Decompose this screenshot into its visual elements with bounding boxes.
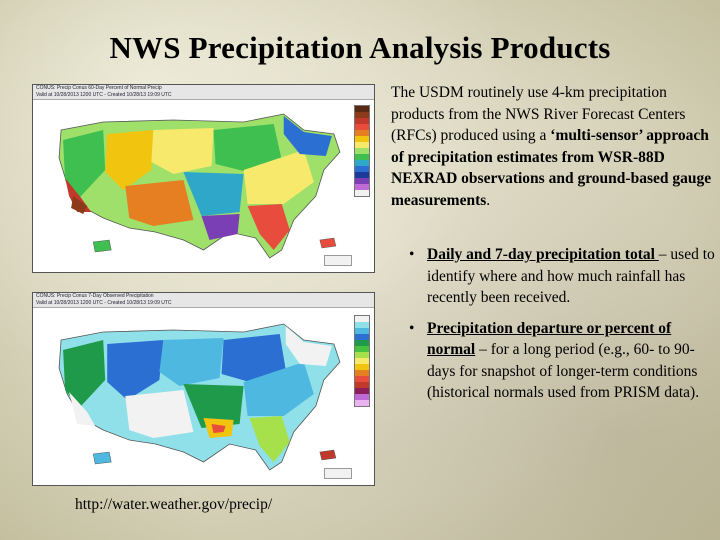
bullet-heading: Precipitation departure or percent of no… <box>427 319 672 359</box>
intro-paragraph: The USDM routinely use 4-km precipitatio… <box>391 82 716 211</box>
intro-end: . <box>486 191 491 209</box>
legend-swatch <box>355 358 369 364</box>
legend-swatch <box>355 346 369 352</box>
bullet-text: – for a long period (e.g., 60- to 90- da… <box>427 341 700 401</box>
legend-swatch <box>355 364 369 370</box>
map-legend <box>354 105 370 197</box>
legend-swatch <box>355 340 369 346</box>
legend-swatch <box>355 370 369 376</box>
map-header: CONUS: Precip Conus 60-Day Percent of No… <box>33 85 374 100</box>
nws-logo <box>324 468 352 479</box>
percent-of-normal-map: CONUS: Precip Conus 60-Day Percent of No… <box>32 84 375 273</box>
intro-text: The USDM routinely use 4-km precipitatio… <box>391 84 686 144</box>
slide-title: NWS Precipitation Analysis Products <box>109 30 611 65</box>
legend-swatch <box>355 322 369 328</box>
legend-swatch <box>355 388 369 394</box>
legend-swatch <box>355 352 369 358</box>
legend-swatch <box>355 394 369 400</box>
legend-swatch <box>355 382 369 388</box>
bullet-daily-weekly-total: • Daily and 7-day precipitation total – … <box>409 244 717 309</box>
legend-swatch <box>355 148 369 154</box>
map-image <box>33 100 374 272</box>
legend-swatch <box>355 160 369 166</box>
legend-swatch <box>355 178 369 184</box>
legend-swatch <box>355 190 369 196</box>
legend-swatch <box>355 376 369 382</box>
legend-swatch <box>355 400 369 406</box>
bullet-text: – used to identify where and how much ra… <box>427 246 715 306</box>
legend-swatch <box>355 136 369 142</box>
legend-swatch <box>355 172 369 178</box>
map-header-valid: Valid at 10/28/2013 1200 UTC - Created 1… <box>36 92 172 98</box>
us-map-graphic <box>33 100 374 272</box>
map-legend <box>354 315 370 407</box>
source-url[interactable]: http://water.weather.gov/precip/ <box>75 496 273 513</box>
legend-swatch <box>355 166 369 172</box>
bullet-marker: • <box>409 246 415 263</box>
intro-emphasis: ‘multi-sensor’ approach of precipitation… <box>391 127 712 209</box>
bullet-heading: Daily and 7-day precipitation total <box>427 246 659 263</box>
bullet-marker: • <box>409 319 415 337</box>
map-header-title: CONUS: Precip Conus 7-Day Observed Preci… <box>36 293 154 299</box>
legend-swatch <box>355 184 369 190</box>
legend-swatch <box>355 124 369 130</box>
map-header-valid: Valid at 10/28/2013 1200 UTC - Created 1… <box>36 300 172 306</box>
legend-swatch <box>355 130 369 136</box>
map-header-title: CONUS: Precip Conus 60-Day Percent of No… <box>36 85 162 91</box>
legend-swatch <box>355 112 369 118</box>
legend-swatch <box>355 118 369 124</box>
legend-swatch <box>355 106 369 112</box>
us-map-graphic <box>33 308 374 485</box>
legend-swatch <box>355 142 369 148</box>
legend-swatch <box>355 154 369 160</box>
map-image <box>33 308 374 485</box>
observed-precip-map: CONUS: Precip Conus 7-Day Observed Preci… <box>32 292 375 486</box>
legend-swatch <box>355 316 369 322</box>
legend-swatch <box>355 334 369 340</box>
legend-swatch <box>355 328 369 334</box>
product-bullet-list: • Daily and 7-day precipitation total – … <box>409 244 717 413</box>
bullet-departure-percent-normal: • Precipitation departure or percent of … <box>409 318 717 404</box>
map-header: CONUS: Precip Conus 7-Day Observed Preci… <box>33 293 374 308</box>
nws-logo <box>324 255 352 266</box>
